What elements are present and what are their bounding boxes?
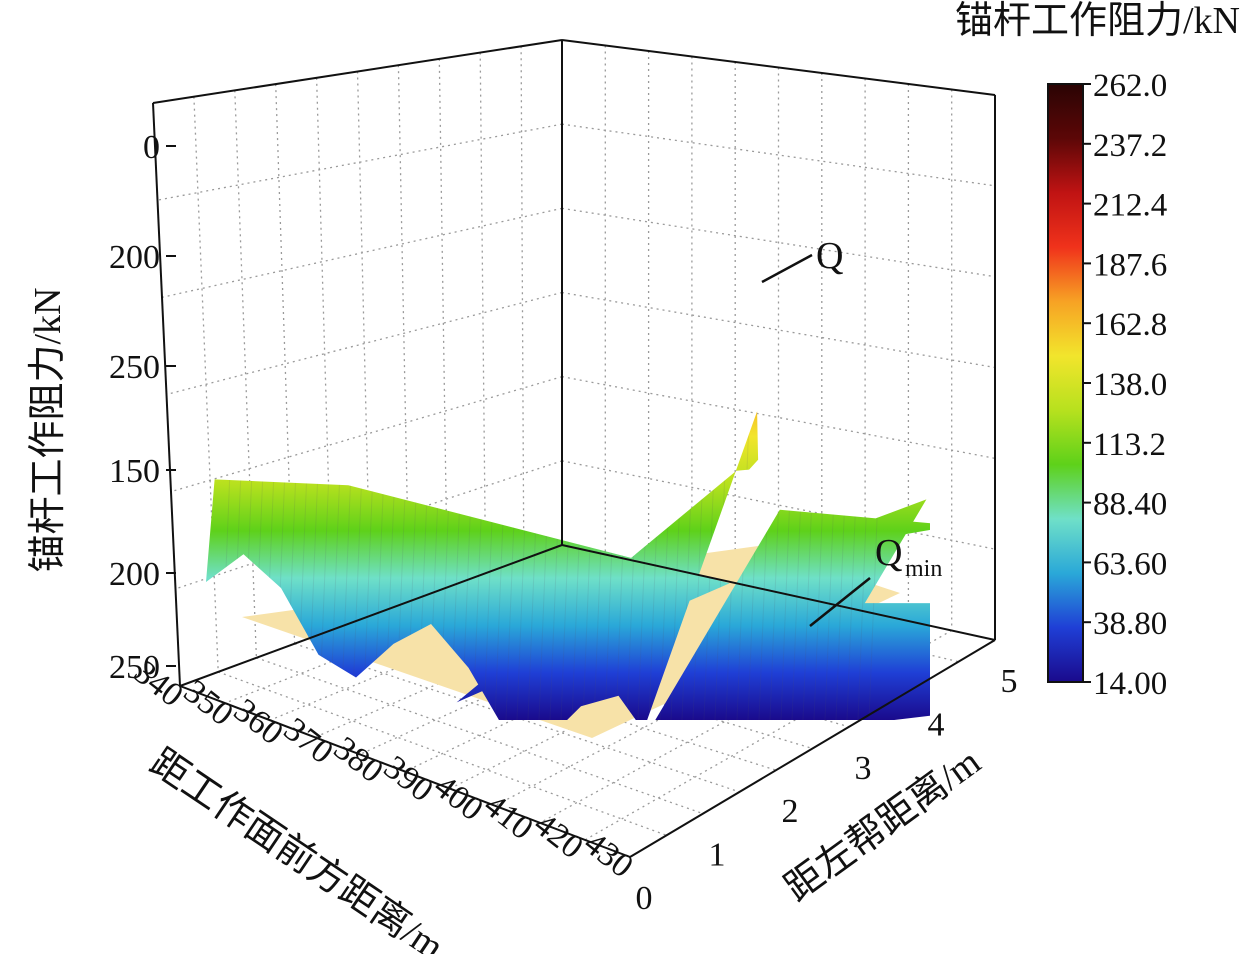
peak-pointer-line	[761, 253, 813, 284]
resistance-surface	[206, 411, 930, 721]
y-tick-label: 5	[1001, 663, 1018, 700]
gridline	[170, 376, 563, 493]
colorbar	[1047, 83, 1084, 683]
gridline	[479, 52, 487, 574]
gridline	[234, 90, 258, 658]
axis-line	[152, 102, 181, 687]
z-axis-label: 锚杆工作阻力/kN	[27, 287, 69, 572]
colorbar-tick-label: 237.2	[1093, 128, 1167, 164]
gridline	[370, 614, 813, 750]
z-tick-label: 200	[109, 556, 160, 593]
gridline	[356, 71, 372, 616]
colorbar-title: 锚杆工作阻力/kN	[955, 0, 1240, 42]
gridline	[561, 376, 996, 459]
y-tick-label: 2	[782, 793, 799, 830]
colorbar-tick-label: 162.8	[1093, 307, 1167, 343]
colorbar-tick-label: 187.6	[1093, 247, 1167, 283]
gridline	[494, 610, 866, 807]
axis-line	[179, 685, 631, 858]
gridline	[438, 58, 449, 588]
qmin-annotation-label: Q	[875, 532, 902, 574]
z-tick-labels: 0 200 250 150 200 250	[109, 129, 176, 686]
y-tick-label: 1	[709, 837, 726, 874]
z-tick-label: 250	[109, 649, 160, 686]
gridline	[561, 123, 996, 187]
gridline	[520, 46, 525, 560]
gridline	[175, 460, 563, 590]
y-tick-label: 3	[855, 750, 872, 787]
gridline	[561, 460, 996, 550]
colorbar-tick-label: 212.4	[1093, 188, 1167, 224]
axis-line	[152, 39, 563, 104]
gridline	[166, 291, 563, 396]
y-tick-label: 4	[928, 706, 945, 743]
colorbar-tick-label: 262.0	[1093, 68, 1167, 104]
surface-fill	[206, 411, 930, 720]
colorbar-tick-label: 38.80	[1093, 606, 1167, 642]
axis-line	[629, 639, 996, 858]
gridline	[584, 629, 953, 841]
gridline	[359, 582, 736, 755]
z-tick-label: 200	[109, 239, 160, 276]
colorbar-tick-label: 63.60	[1093, 546, 1167, 582]
colorbar-tick-label: 113.2	[1093, 427, 1166, 463]
colorbar-tick-label: 14.00	[1093, 666, 1167, 702]
z-tick-label: 250	[109, 349, 160, 386]
qmin-annotation: Q min	[875, 532, 942, 582]
z-tick-label: 150	[109, 453, 160, 490]
axis-line	[561, 39, 996, 96]
gridline	[539, 620, 909, 824]
colorbar-tick-labels: 262.0 237.2 212.4 187.6 162.8 138.0 113.2 88.40…	[1083, 68, 1167, 702]
qmin-annotation-subscript: min	[905, 556, 942, 582]
gridline	[217, 671, 667, 836]
axis-line	[179, 544, 563, 687]
y-tick-label: 0	[636, 880, 653, 917]
axis-line	[561, 544, 996, 641]
qmin-pointer-line	[809, 577, 871, 627]
axis-frame	[152, 39, 996, 858]
gridline	[561, 207, 996, 278]
mesh-line	[263, 411, 285, 721]
gridline	[256, 657, 704, 815]
mesh-line	[252, 411, 274, 721]
z-tick-label: 0	[143, 129, 160, 166]
gridline	[315, 77, 334, 630]
colorbar-tick-label: 88.40	[1093, 487, 1167, 523]
mesh-line	[219, 411, 241, 721]
gridline	[561, 291, 996, 369]
peak-annotation: Q	[816, 235, 843, 277]
y-tick-labels: 0 1 2 3 4 5	[636, 663, 1018, 917]
y-axis-label: 距左帮距离/m	[778, 741, 989, 910]
colorbar-tick-label: 138.0	[1093, 367, 1167, 403]
mesh-line	[230, 411, 252, 721]
